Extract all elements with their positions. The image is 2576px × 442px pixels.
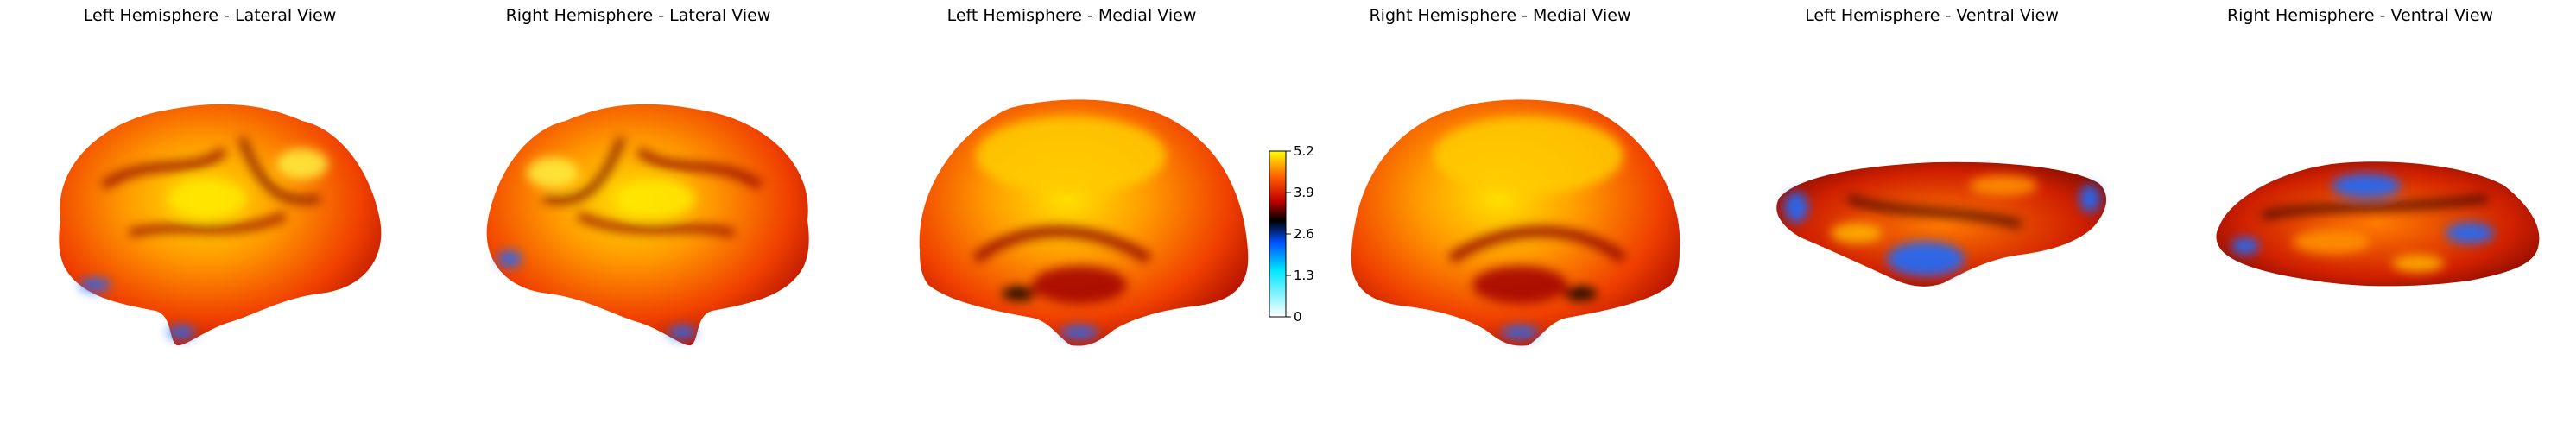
colorbar-ticks	[1286, 150, 1291, 318]
colorbar-tick-label: 0	[1294, 309, 1302, 325]
brain-left-lateral	[59, 104, 382, 346]
colorbar-gradient	[1269, 150, 1287, 318]
panel-title-right-ventral: Right Hemisphere - Ventral View	[2227, 6, 2493, 25]
brain-right-ventral	[2216, 161, 2540, 287]
colorbar-tick-label: 1.3	[1294, 268, 1314, 283]
brain-right-lateral	[486, 104, 809, 346]
panel-title-left-medial: Left Hemisphere - Medial View	[947, 6, 1197, 25]
colorbar-tick-label: 2.6	[1294, 226, 1314, 242]
panel-title-right-lateral: Right Hemisphere - Lateral View	[506, 6, 771, 25]
brain-left-ventral	[1776, 161, 2107, 287]
colorbar-tick-label: 5.2	[1294, 143, 1314, 159]
brain-left-medial	[919, 99, 1249, 346]
panel-title-right-medial: Right Hemisphere - Medial View	[1369, 6, 1630, 25]
panel-title-left-ventral: Left Hemisphere - Ventral View	[1805, 6, 2059, 25]
colorbar: 0 1.3 2.6 3.9 5.2	[1269, 143, 1314, 325]
colorbar-tick-label: 3.9	[1294, 185, 1314, 200]
brain-right-medial	[1351, 99, 1680, 346]
panel-title-left-lateral: Left Hemisphere - Lateral View	[84, 6, 337, 25]
